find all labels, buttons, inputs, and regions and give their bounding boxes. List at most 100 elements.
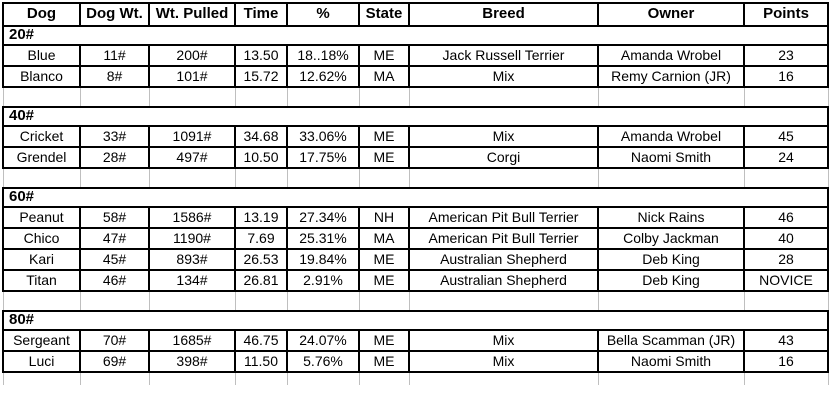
cell-percent: 27.34% (286, 206, 360, 229)
cell-percent: 5.76% (286, 350, 360, 373)
cell-owner: Bella Scamman (JR) (597, 329, 745, 352)
cell-breed: Jack Russell Terrier (408, 44, 599, 67)
cell-points: 24 (743, 146, 829, 169)
cell-wt-pulled: 893# (148, 248, 236, 271)
cell-breed: Mix (408, 350, 599, 373)
cell-owner: Amanda Wrobel (597, 44, 745, 67)
weight-class-row: 80# (2, 310, 829, 331)
cell-owner: Naomi Smith (597, 350, 745, 373)
table-row: Peanut 58# 1586# 13.19 27.34% NH American Pit … (2, 206, 829, 229)
table-row: Kari 45# 893# 26.53 19.84% ME Australian Sheph… (2, 248, 829, 271)
cell-time: 13.50 (234, 44, 288, 67)
weight-class-label: 60# (2, 187, 829, 208)
spacer-cell (358, 168, 410, 188)
cell-points: 45 (743, 125, 829, 148)
weight-class-row: 60# (2, 187, 829, 208)
spacer-cell (234, 291, 288, 311)
spacer-cell (2, 87, 81, 107)
cell-state: ME (358, 44, 410, 67)
column-header-state: State (358, 2, 410, 27)
cell-percent: 18..18% (286, 44, 360, 67)
spacer-cell (79, 87, 150, 107)
spacer-cell (743, 291, 829, 311)
cell-breed: Australian Shepherd (408, 248, 599, 271)
cell-wt-pulled: 1586# (148, 206, 236, 229)
cell-state: MA (358, 65, 410, 88)
cell-owner: Remy Carnion (JR) (597, 65, 745, 88)
cell-points: 28 (743, 248, 829, 271)
weight-class-label: 20# (2, 25, 829, 46)
column-header-breed: Breed (408, 2, 599, 27)
spacer-cell (286, 372, 360, 385)
cell-owner: Nick Rains (597, 206, 745, 229)
cell-dog-wt: 11# (79, 44, 150, 67)
cell-state: ME (358, 125, 410, 148)
spacer-cell (743, 168, 829, 188)
column-header-owner: Owner (597, 2, 745, 27)
cell-state: ME (358, 350, 410, 373)
cell-owner: Deb King (597, 248, 745, 271)
cell-points: 43 (743, 329, 829, 352)
cell-time: 11.50 (234, 350, 288, 373)
cell-points: NOVICE (743, 269, 829, 292)
cell-wt-pulled: 398# (148, 350, 236, 373)
cell-dog: Titan (2, 269, 81, 292)
cell-wt-pulled: 1091# (148, 125, 236, 148)
cell-percent: 12.62% (286, 65, 360, 88)
spacer-cell (148, 87, 236, 107)
cell-state: NH (358, 206, 410, 229)
cell-state: ME (358, 146, 410, 169)
cell-owner: Deb King (597, 269, 745, 292)
cell-breed: Mix (408, 125, 599, 148)
cell-wt-pulled: 200# (148, 44, 236, 67)
table-row: Titan 46# 134# 26.81 2.91% ME Australian Sheph… (2, 269, 829, 292)
spacer-cell (408, 291, 599, 311)
cell-owner: Naomi Smith (597, 146, 745, 169)
spacer-cell (408, 87, 599, 107)
cell-percent: 17.75% (286, 146, 360, 169)
column-header-dog: Dog (2, 2, 81, 27)
cell-dog: Blue (2, 44, 81, 67)
cell-time: 13.19 (234, 206, 288, 229)
cell-state: ME (358, 329, 410, 352)
column-header-dog-wt: Dog Wt. (79, 2, 150, 27)
column-header-points: Points (743, 2, 829, 27)
cell-breed: Australian Shepherd (408, 269, 599, 292)
cell-wt-pulled: 1190# (148, 227, 236, 250)
cell-wt-pulled: 101# (148, 65, 236, 88)
spacer-cell (79, 372, 150, 385)
spacer-cell (743, 372, 829, 385)
spacer-cell (358, 291, 410, 311)
spacer-cell (234, 168, 288, 188)
cell-time: 7.69 (234, 227, 288, 250)
column-header-percent: % (286, 2, 360, 27)
spacer-cell (358, 372, 410, 385)
pull-results-table: Dog Dog Wt. Wt. Pulled Time % State Bree… (2, 2, 829, 385)
cell-time: 26.53 (234, 248, 288, 271)
spacer-cell (148, 372, 236, 385)
cell-dog: Kari (2, 248, 81, 271)
table-row: Blue 11# 200# 13.50 18..18% ME Jack Russell Te… (2, 44, 829, 67)
cell-breed: American Pit Bull Terrier (408, 206, 599, 229)
cell-dog: Chico (2, 227, 81, 250)
cell-owner: Amanda Wrobel (597, 125, 745, 148)
weight-class-row: 40# (2, 106, 829, 127)
cell-dog: Sergeant (2, 329, 81, 352)
table-row: Blanco 8# 101# 15.72 12.62% MA Mix Remy Carnion… (2, 65, 829, 88)
spacer-cell (286, 87, 360, 107)
cell-time: 15.72 (234, 65, 288, 88)
spacer-cell (597, 372, 745, 385)
column-header-wt-pulled: Wt. Pulled (148, 2, 236, 27)
cell-time: 26.81 (234, 269, 288, 292)
cell-points: 16 (743, 350, 829, 373)
spacer-cell (2, 372, 81, 385)
cell-time: 34.68 (234, 125, 288, 148)
cell-percent: 33.06% (286, 125, 360, 148)
cell-dog-wt: 45# (79, 248, 150, 271)
cell-dog: Grendel (2, 146, 81, 169)
table-row: Chico 47# 1190# 7.69 25.31% MA American Pit Bu… (2, 227, 829, 250)
spacer-cell (358, 87, 410, 107)
weight-class-row: 20# (2, 25, 829, 46)
cell-dog-wt: 8# (79, 65, 150, 88)
spacer-cell (743, 87, 829, 107)
